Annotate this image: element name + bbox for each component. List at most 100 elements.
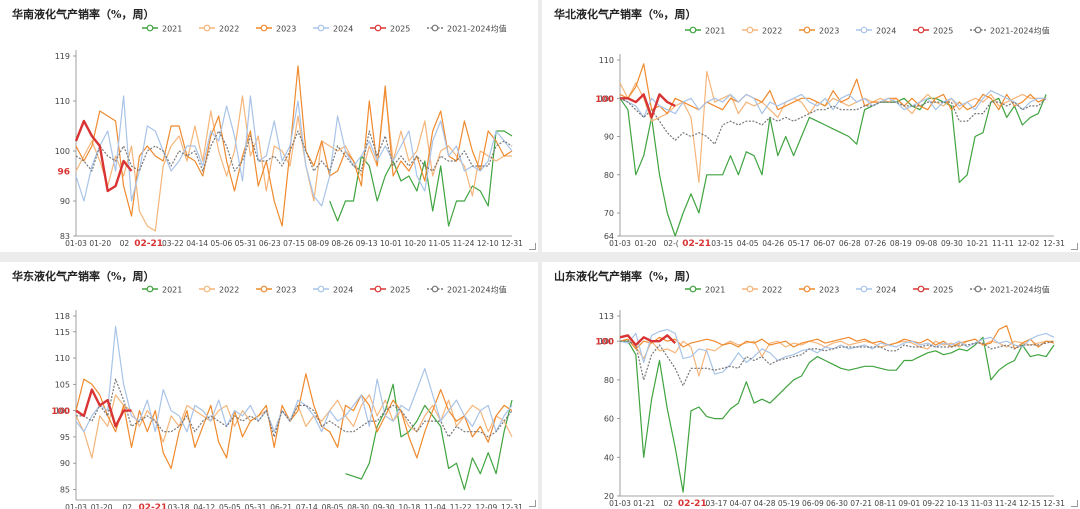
x-tick-label: 06-23 [259, 239, 281, 248]
x-tick-label: 12-31 [501, 503, 523, 509]
legend-label: 2022 [219, 25, 239, 34]
x-tick-label: 04-14 [186, 239, 208, 248]
x-tick-label: 05-31 [235, 239, 257, 248]
y-tick-label: 110 [599, 56, 614, 65]
y-tick-label: 105 [55, 380, 70, 389]
x-tick-label: 06-30 [826, 499, 848, 508]
x-tick-label: 04-07 [730, 499, 752, 508]
legend-item[interactable]: 2022 [199, 25, 239, 34]
resize-handle[interactable] [529, 500, 536, 507]
x-tick-label: 10-20 [404, 239, 426, 248]
legend-label: 2021-2024均值 [990, 285, 1050, 295]
x-tick-label: 07-26 [864, 239, 886, 248]
resize-handle[interactable] [1071, 500, 1078, 507]
x-tick-label: 05-05 [219, 503, 241, 509]
line-chart-shandong: 2021 2022 2023 2024 2025 2021-2024均值 20 40 60 80 1… [595, 285, 1065, 509]
legend-item[interactable]: 2022 [742, 286, 782, 295]
x-tick-label: 03-17 [706, 499, 728, 508]
legend-item[interactable]: 2021-2024均值 [427, 24, 507, 34]
legend-item[interactable]: 2022 [742, 27, 782, 36]
series-line [74, 119, 133, 193]
y-tick-label: 100 [599, 337, 614, 346]
y-highlight-label: 100 [51, 407, 70, 417]
x-tick-label: 11-22 [450, 503, 472, 509]
x-tick-label: 02-( [663, 239, 678, 248]
legend-label: 2023 [276, 286, 296, 295]
series-line [619, 328, 1055, 375]
x-tick-label: 06-28 [839, 239, 861, 248]
series-line [619, 94, 1047, 237]
legend-item[interactable]: 2024 [856, 27, 896, 36]
legend-item[interactable]: 2024 [856, 286, 896, 295]
legend-label: 2025 [390, 25, 410, 34]
x-tick-label: 09-13 [356, 239, 378, 248]
x-tick-label: 03-22 [162, 239, 184, 248]
legend-item[interactable]: 2021-2024均值 [970, 285, 1050, 295]
x-tick-label: 02 [123, 503, 133, 509]
x-tick-label: 10-13 [947, 499, 969, 508]
legend-label: 2025 [933, 27, 953, 36]
legend-item[interactable]: 2025 [913, 27, 953, 36]
series-line [619, 97, 1047, 145]
x-tick-label: 11-03 [971, 499, 993, 508]
legend-item[interactable]: 2025 [370, 25, 410, 34]
chart-title: 山东液化气产销率（%，周） [554, 270, 697, 283]
legend-label: 2021-2024均值 [447, 24, 507, 34]
series-line [620, 93, 676, 119]
resize-handle[interactable] [1071, 243, 1078, 250]
series-line [620, 340, 1055, 387]
legend-item[interactable]: 2025 [913, 286, 953, 295]
y-tick-label: 110 [55, 97, 70, 106]
series-line [619, 70, 1047, 183]
x-tick-label: 01-03 [65, 503, 87, 509]
x-tick-label: 06-21 [270, 503, 292, 509]
x-tick-label: 12-10 [477, 239, 499, 248]
y-tick-label: 80 [604, 376, 614, 385]
legend-item[interactable]: 2021 [142, 25, 182, 34]
legend-item[interactable]: 2023 [799, 286, 839, 295]
legend-item[interactable]: 2024 [313, 25, 353, 34]
y-tick-label: 70 [604, 209, 614, 218]
series-line [75, 130, 513, 172]
series-line [75, 95, 513, 207]
y-tick-label: 83 [60, 232, 70, 241]
chart-panel-east: 华东液化气产销率（%，周） 2021 2022 2023 2024 2025 2021-2… [0, 262, 538, 509]
legend-label: 2024 [876, 27, 896, 36]
legend-label: 2024 [333, 286, 353, 295]
y-tick-label: 110 [55, 354, 70, 363]
y-tick-label: 20 [604, 492, 614, 501]
x-tick-label: 05-31 [245, 503, 267, 509]
x-tick-label: 01-03 [65, 239, 87, 248]
legend-item[interactable]: 2023 [256, 286, 296, 295]
legend-label: 2021 [162, 286, 182, 295]
x-tick-label: 05-06 [210, 239, 232, 248]
series-line [76, 378, 513, 438]
legend-item[interactable]: 2022 [199, 286, 239, 295]
legend-item[interactable]: 2024 [313, 286, 353, 295]
x-tick-label: 12-31 [1043, 239, 1065, 248]
legend-item[interactable]: 2025 [370, 286, 410, 295]
x-tick-label: 07-14 [296, 503, 318, 509]
series-line [619, 63, 1047, 115]
x-tick-label: 07-21 [850, 499, 872, 508]
legend-item[interactable]: 2021-2024均值 [970, 26, 1050, 36]
legend-item[interactable]: 2021 [685, 286, 725, 295]
resize-handle[interactable] [529, 243, 536, 250]
series-line [345, 383, 513, 491]
x-tick-label: 11-05 [428, 239, 450, 248]
legend-item[interactable]: 2023 [799, 27, 839, 36]
x-tick-label: 08-26 [332, 239, 354, 248]
x-tick-label: 08-19 [890, 239, 912, 248]
x-tick-label: 09-22 [923, 499, 945, 508]
legend-label: 2024 [876, 286, 896, 295]
line-chart-east: 2021 2022 2023 2024 2025 2021-2024均值 85 90 95 100… [51, 285, 523, 509]
x-tick-label: 04-05 [737, 239, 759, 248]
legend-item[interactable]: 2021 [685, 27, 725, 36]
x-tick-label: 11-04 [424, 503, 446, 509]
legend-item[interactable]: 2023 [256, 25, 296, 34]
legend-item[interactable]: 2021-2024均值 [427, 285, 507, 295]
y-tick-label: 64 [604, 232, 614, 241]
series-line [620, 336, 1055, 493]
x-tick-label: 02-21 [682, 239, 711, 249]
legend-item[interactable]: 2021 [142, 286, 182, 295]
